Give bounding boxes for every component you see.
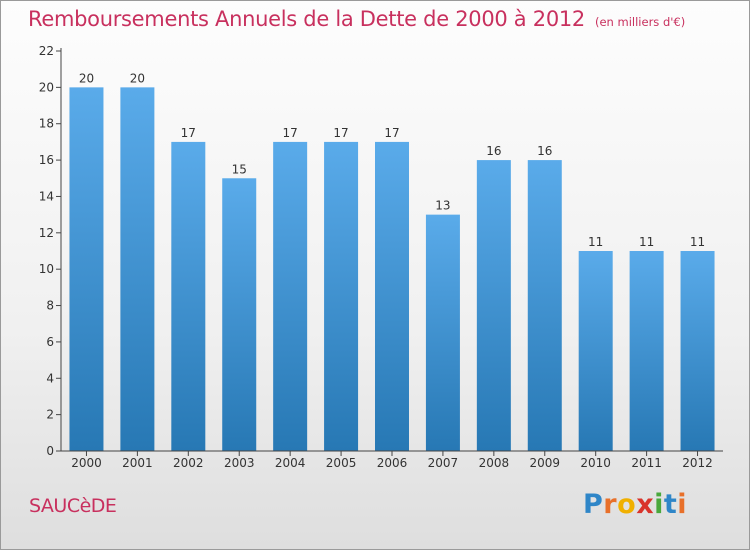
bar-2008 (476, 160, 511, 451)
y-tick-label: 12 (39, 226, 54, 240)
x-tick-label: 2002 (173, 456, 204, 470)
y-tick-label: 2 (46, 408, 54, 422)
bar-value-label: 17 (333, 126, 348, 140)
logo-letter: x (636, 489, 655, 520)
x-tick-label: 2005 (326, 456, 357, 470)
bar-value-label: 15 (232, 162, 247, 176)
bar-value-label: 11 (588, 235, 603, 249)
x-tick-label: 2009 (529, 456, 560, 470)
bar-value-label: 17 (384, 126, 399, 140)
bar-value-label: 11 (690, 235, 705, 249)
y-axis: 0 2 4 6 8 10 12 14 16 18 20 22 (39, 44, 61, 458)
x-tick-label: 2007 (428, 456, 459, 470)
y-tick-label: 4 (46, 371, 54, 385)
x-tick-label: 2011 (631, 456, 662, 470)
bar-2007 (425, 214, 460, 451)
x-tick-label: 2003 (224, 456, 255, 470)
x-tick-label: 2008 (479, 456, 510, 470)
x-tick-label: 2000 (71, 456, 102, 470)
location-name: SAUCèDE (29, 495, 117, 517)
x-axis: 2000 2001 2002 2003 2004 2005 2006 2007 2008 2009… (71, 451, 713, 470)
proxiti-logo[interactable]: Proxiti (583, 489, 687, 520)
y-tick-label: 10 (39, 262, 54, 276)
bar-value-label: 13 (435, 199, 450, 213)
bars: 20 20 17 15 17 17 17 13 16 16 11 11 11 (69, 71, 715, 452)
bar-2012 (680, 251, 715, 451)
bar-2003 (222, 178, 257, 452)
title-main: Remboursements Annuels de la Dette de 20… (28, 7, 585, 31)
bar-value-label: 17 (283, 126, 298, 140)
logo-letter: P (583, 489, 604, 520)
y-tick-label: 20 (39, 80, 54, 94)
logo-letter: t (663, 489, 678, 520)
bar-2001 (120, 87, 155, 451)
title-unit: (en milliers d'€) (595, 15, 686, 29)
bar-2004 (273, 141, 308, 451)
x-tick-label: 2010 (580, 456, 611, 470)
bar-2000 (69, 87, 104, 451)
y-tick-label: 8 (46, 299, 54, 313)
y-tick-label: 14 (39, 189, 54, 203)
bar-2010 (578, 251, 613, 451)
chart-title: Remboursements Annuels de la Dette de 20… (28, 7, 685, 31)
y-tick-label: 22 (39, 44, 54, 58)
x-tick-label: 2012 (682, 456, 713, 470)
logo-letter: i (654, 489, 664, 520)
bar-value-label: 20 (130, 71, 145, 85)
y-tick-label: 18 (39, 117, 54, 131)
logo-letter: r (603, 489, 618, 520)
bar-value-label: 17 (181, 126, 196, 140)
bar-2011 (629, 251, 664, 451)
bar-value-label: 16 (486, 144, 501, 158)
y-tick-label: 6 (46, 335, 54, 349)
bar-2009 (527, 160, 562, 451)
bar-value-label: 20 (79, 71, 94, 85)
y-tick-label: 0 (46, 444, 54, 458)
logo-letter: o (617, 489, 637, 520)
bar-2002 (171, 141, 206, 451)
logo-letter: i (677, 489, 688, 520)
bar-value-label: 16 (537, 144, 552, 158)
y-tick-label: 16 (39, 153, 54, 167)
bar-value-label: 11 (639, 235, 654, 249)
bar-2005 (324, 141, 359, 451)
x-tick-label: 2004 (275, 456, 306, 470)
x-tick-label: 2001 (122, 456, 153, 470)
x-tick-label: 2006 (377, 456, 408, 470)
bar-2006 (375, 141, 409, 451)
